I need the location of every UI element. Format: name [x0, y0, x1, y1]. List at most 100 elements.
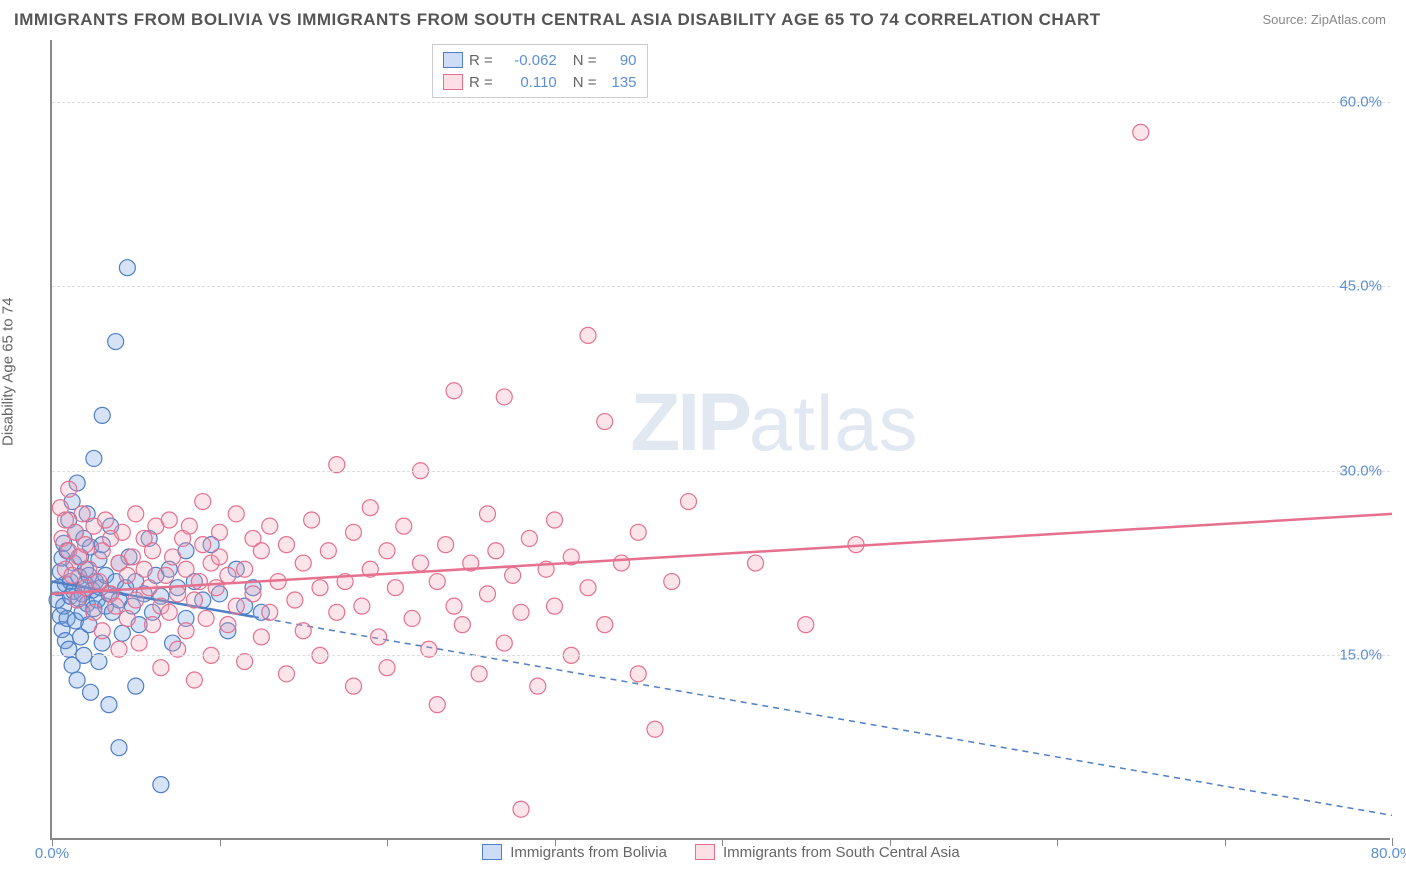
data-point-sca: [513, 801, 529, 817]
data-point-sca: [496, 635, 512, 651]
data-point-sca: [446, 383, 462, 399]
trend-line-sca: [52, 514, 1392, 594]
data-point-bolivia: [108, 334, 124, 350]
data-point-sca: [438, 537, 454, 553]
data-point-sca: [454, 617, 470, 633]
data-point-bolivia: [94, 407, 110, 423]
data-point-bolivia: [114, 625, 130, 641]
data-point-sca: [362, 500, 378, 516]
grid-line: [52, 655, 1390, 656]
data-point-sca: [178, 623, 194, 639]
data-point-sca: [505, 567, 521, 583]
data-point-sca: [312, 580, 328, 596]
data-point-sca: [228, 598, 244, 614]
data-point-sca: [547, 512, 563, 528]
data-point-sca: [186, 672, 202, 688]
data-point-bolivia: [86, 450, 102, 466]
legend-item-bolivia: Immigrants from Bolivia: [482, 844, 667, 861]
data-point-sca: [161, 604, 177, 620]
data-point-sca: [379, 543, 395, 559]
data-point-sca: [119, 610, 135, 626]
data-point-sca: [78, 537, 94, 553]
data-point-bolivia: [83, 684, 99, 700]
data-point-sca: [580, 327, 596, 343]
data-point-sca: [158, 567, 174, 583]
correlation-chart: IMMIGRANTS FROM BOLIVIA VS IMMIGRANTS FR…: [0, 0, 1406, 892]
data-point-sca: [191, 574, 207, 590]
legend-item-sca: Immigrants from South Central Asia: [695, 844, 960, 861]
data-point-sca: [279, 537, 295, 553]
legend-label-sca: Immigrants from South Central Asia: [723, 844, 960, 861]
data-point-sca: [471, 666, 487, 682]
data-point-sca: [64, 567, 80, 583]
plot-svg: [52, 40, 1390, 838]
data-point-sca: [220, 567, 236, 583]
x-tick-label: 80.0%: [1371, 845, 1406, 862]
data-point-sca: [1133, 124, 1149, 140]
data-point-sca: [262, 604, 278, 620]
grid-line: [52, 471, 1390, 472]
data-point-sca: [480, 506, 496, 522]
grid-line: [52, 102, 1390, 103]
data-point-sca: [262, 518, 278, 534]
data-point-sca: [597, 414, 613, 430]
y-tick-label: 45.0%: [1339, 278, 1382, 295]
x-tick-mark: [220, 838, 221, 846]
data-point-sca: [354, 598, 370, 614]
data-point-sca: [181, 518, 197, 534]
data-point-sca: [530, 678, 546, 694]
data-point-sca: [446, 598, 462, 614]
plot-area: ZIPatlas R = -0.062N = 90R = 0.110N = 13…: [50, 40, 1390, 840]
x-tick-mark: [555, 838, 556, 846]
y-tick-label: 60.0%: [1339, 93, 1382, 110]
data-point-sca: [279, 666, 295, 682]
data-point-sca: [371, 629, 387, 645]
data-point-sca: [208, 580, 224, 596]
data-point-sca: [295, 623, 311, 639]
data-point-sca: [212, 549, 228, 565]
data-point-sca: [647, 721, 663, 737]
data-point-sca: [145, 543, 161, 559]
data-point-bolivia: [119, 260, 135, 276]
source-label: Source: ZipAtlas.com: [1262, 12, 1386, 27]
data-point-sca: [748, 555, 764, 571]
data-point-sca: [165, 549, 181, 565]
data-point-sca: [304, 512, 320, 528]
data-point-sca: [488, 543, 504, 559]
data-point-sca: [74, 506, 90, 522]
data-point-sca: [580, 580, 596, 596]
data-point-sca: [379, 660, 395, 676]
data-point-sca: [195, 537, 211, 553]
data-point-sca: [320, 543, 336, 559]
data-point-sca: [124, 549, 140, 565]
data-point-sca: [98, 512, 114, 528]
data-point-sca: [131, 635, 147, 651]
data-point-sca: [212, 524, 228, 540]
data-point-sca: [237, 561, 253, 577]
data-point-sca: [404, 610, 420, 626]
data-point-sca: [630, 666, 646, 682]
data-point-sca: [161, 512, 177, 528]
data-point-sca: [329, 604, 345, 620]
data-point-sca: [170, 586, 186, 602]
data-point-sca: [681, 494, 697, 510]
chart-title: IMMIGRANTS FROM BOLIVIA VS IMMIGRANTS FR…: [14, 10, 1101, 30]
data-point-sca: [253, 543, 269, 559]
data-point-sca: [396, 518, 412, 534]
data-point-sca: [128, 592, 144, 608]
grid-line: [52, 286, 1390, 287]
data-point-sca: [287, 592, 303, 608]
data-point-sca: [346, 678, 362, 694]
x-tick-mark: [722, 838, 723, 846]
data-point-sca: [387, 580, 403, 596]
data-point-sca: [496, 389, 512, 405]
data-point-sca: [136, 561, 152, 577]
data-point-sca: [119, 567, 135, 583]
data-point-sca: [597, 617, 613, 633]
data-point-sca: [798, 617, 814, 633]
legend-swatch-bolivia: [482, 844, 502, 860]
y-axis-label: Disability Age 65 to 74: [0, 298, 17, 446]
data-point-sca: [114, 524, 130, 540]
data-point-sca: [346, 524, 362, 540]
data-point-sca: [429, 574, 445, 590]
